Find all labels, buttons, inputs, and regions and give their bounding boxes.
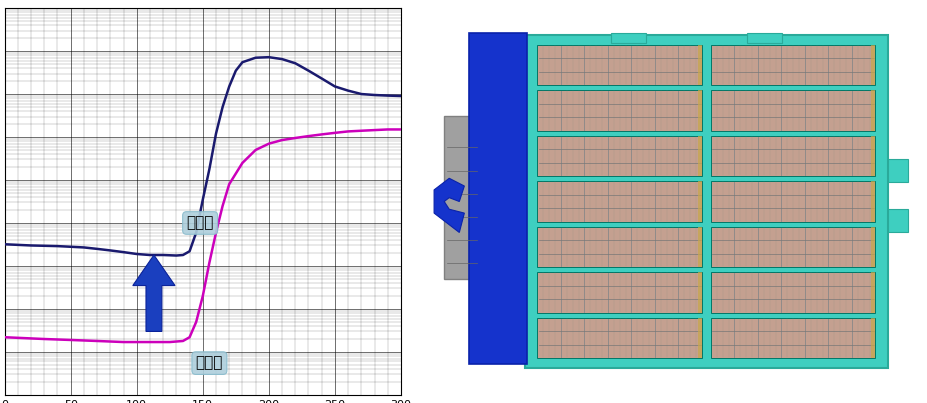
Bar (887, 209, 908, 233)
Bar (710, 45, 874, 85)
FancyBboxPatch shape (444, 116, 479, 279)
Bar (537, 45, 701, 85)
Bar (697, 90, 701, 131)
Text: 高전압: 高전압 (186, 216, 213, 231)
Bar (537, 136, 701, 176)
Polygon shape (133, 255, 175, 331)
Bar (710, 181, 874, 222)
Bar (537, 272, 701, 313)
Bar (697, 318, 701, 358)
Bar (710, 272, 874, 313)
Polygon shape (434, 178, 464, 233)
Bar (537, 90, 701, 131)
Bar (870, 227, 874, 267)
FancyBboxPatch shape (469, 33, 527, 364)
Bar (710, 136, 874, 176)
Bar (537, 318, 701, 358)
Bar (610, 33, 645, 43)
Bar (870, 45, 874, 85)
Bar (870, 272, 874, 313)
FancyBboxPatch shape (525, 35, 887, 368)
Bar (710, 227, 874, 267)
Bar (537, 181, 701, 222)
Bar (697, 45, 701, 85)
Bar (710, 318, 874, 358)
Bar (870, 90, 874, 131)
Bar (697, 227, 701, 267)
Bar (697, 272, 701, 313)
Bar (887, 159, 908, 182)
Bar (870, 181, 874, 222)
Text: 氐전압: 氐전압 (196, 355, 222, 371)
Bar (537, 227, 701, 267)
Bar (870, 136, 874, 176)
Bar (697, 136, 701, 176)
Bar (710, 90, 874, 131)
Bar (697, 181, 701, 222)
Bar (746, 33, 781, 43)
Bar (870, 318, 874, 358)
